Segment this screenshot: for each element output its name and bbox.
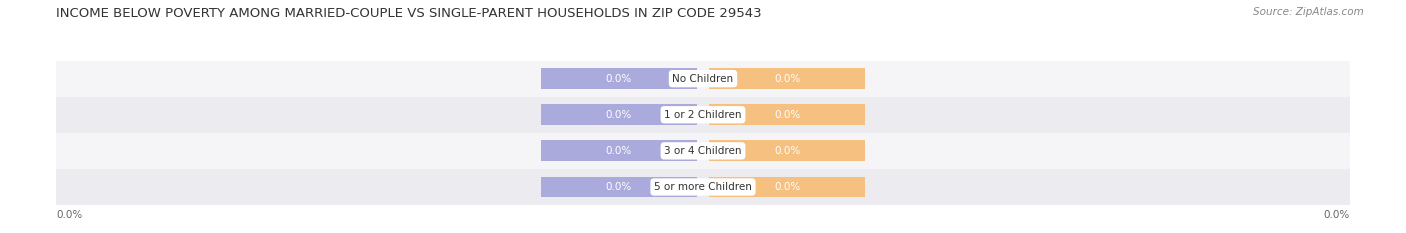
Bar — [56, 133, 1350, 169]
Text: 0.0%: 0.0% — [773, 182, 800, 192]
Bar — [541, 140, 696, 161]
Text: 5 or more Children: 5 or more Children — [654, 182, 752, 192]
Text: No Children: No Children — [672, 74, 734, 84]
Bar — [710, 104, 865, 125]
Text: 3 or 4 Children: 3 or 4 Children — [664, 146, 742, 156]
Bar — [710, 140, 865, 161]
Bar — [541, 177, 696, 197]
Text: 0.0%: 0.0% — [1323, 210, 1350, 220]
Text: 0.0%: 0.0% — [773, 110, 800, 120]
Text: INCOME BELOW POVERTY AMONG MARRIED-COUPLE VS SINGLE-PARENT HOUSEHOLDS IN ZIP COD: INCOME BELOW POVERTY AMONG MARRIED-COUPL… — [56, 7, 762, 20]
Text: 0.0%: 0.0% — [56, 210, 83, 220]
Bar — [710, 68, 865, 89]
Text: Source: ZipAtlas.com: Source: ZipAtlas.com — [1253, 7, 1364, 17]
Bar — [541, 104, 696, 125]
Bar — [56, 169, 1350, 205]
Text: 0.0%: 0.0% — [773, 74, 800, 84]
Text: 0.0%: 0.0% — [606, 74, 633, 84]
Text: 0.0%: 0.0% — [606, 146, 633, 156]
Text: 1 or 2 Children: 1 or 2 Children — [664, 110, 742, 120]
Text: 0.0%: 0.0% — [773, 146, 800, 156]
Bar — [541, 68, 696, 89]
Text: 0.0%: 0.0% — [606, 110, 633, 120]
Bar — [56, 61, 1350, 97]
Bar — [56, 97, 1350, 133]
Text: 0.0%: 0.0% — [606, 182, 633, 192]
Bar — [710, 177, 865, 197]
